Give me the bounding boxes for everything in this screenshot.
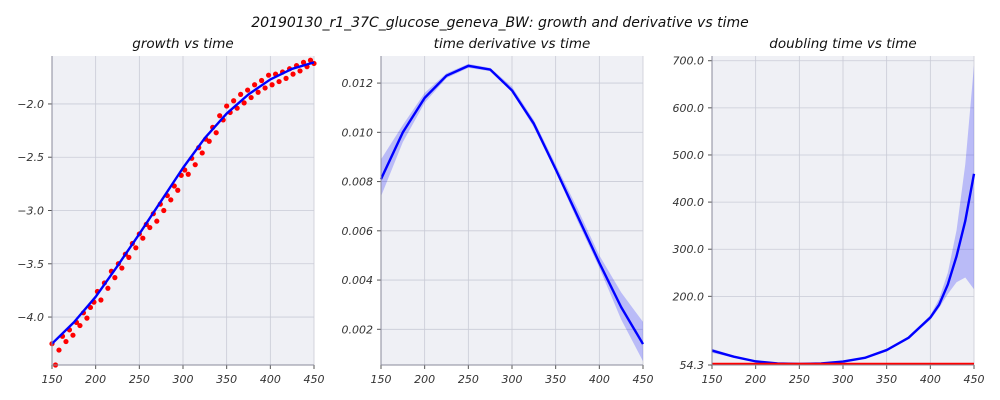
growth-x-tick-label: 400 [260,373,281,386]
growth-data-point [283,75,289,81]
doubling-time-panel-title: doubling time vs time [769,36,916,52]
growth-panel: growth vs time 150 200 250 300 350 400 450 −4.0… [17,36,324,386]
growth-data-point [297,68,303,74]
doubling-time-y-tick-label: 200.0 [673,290,705,303]
growth-data-point [199,150,205,156]
growth-data-point [175,187,181,193]
growth-x-tick-label: 150 [42,373,63,386]
growth-data-point [231,98,237,104]
growth-data-point [133,245,139,251]
doubling-time-x-tick-label: 200 [745,373,766,386]
growth-data-point [168,197,174,203]
growth-data-point [119,265,125,271]
growth-data-point [105,285,111,291]
growth-data-point [245,87,251,93]
growth-y-tick-label: −2.5 [17,151,44,164]
derivative-x-tick-label: 150 [371,373,392,386]
growth-data-point [217,113,223,119]
growth-data-point [154,218,160,224]
growth-data-point [252,82,258,88]
growth-data-point [126,254,132,260]
growth-y-tick-label: −3.0 [17,205,44,218]
growth-y-tick-label: −3.5 [17,258,44,271]
derivative-x-tick-label: 450 [633,373,654,386]
derivative-x-tick-label: 300 [502,373,523,386]
growth-data-point [147,224,153,231]
derivative-panel-title: time derivative vs time [434,36,591,52]
growth-y-tick-label: −2.0 [17,98,44,111]
doubling-time-y-tick-label: 600.0 [673,102,705,115]
derivative-y-tick-label: 0.002 [342,323,374,336]
doubling-time-x-tick-label: 350 [876,373,897,386]
growth-data-point [248,94,254,101]
growth-data-point [56,347,62,353]
growth-data-point [192,162,198,168]
doubling-time-y-tick-label: 54.3 [680,359,705,372]
growth-data-point [63,338,69,345]
doubling-time-x-tick-label: 300 [833,373,854,386]
doubling-time-y-tick-label: 300.0 [673,243,705,256]
growth-data-point [290,71,296,77]
growth-x-tick-label: 300 [173,373,194,386]
doubling-time-x-tick-label: 400 [920,373,941,386]
growth-panel-title: growth vs time [132,36,233,52]
derivative-y-tick-label: 0.008 [342,176,374,189]
growth-data-point [84,315,90,321]
doubling-time-y-tick-label: 500.0 [673,149,705,162]
growth-data-point [112,275,118,281]
derivative-y-tick-label: 0.012 [342,77,374,90]
doubling-time-x-tick-label: 450 [964,373,985,386]
growth-data-point [140,235,146,241]
growth-data-point [276,78,282,85]
doubling-time-y-tick-label: 400.0 [673,196,705,209]
growth-data-point [98,297,104,303]
growth-y-tick-label: −4.0 [17,311,44,324]
growth-data-point [213,130,219,136]
derivative-x-tick-label: 350 [545,373,566,386]
derivative-x-tick-label: 200 [414,373,435,386]
growth-x-tick-label: 200 [85,373,106,386]
growth-data-point [224,103,230,109]
growth-x-tick-label: 450 [304,373,325,386]
doubling-time-x-tick-label: 150 [702,373,723,386]
derivative-y-tick-label: 0.010 [342,126,374,139]
derivative-x-tick-label: 400 [589,373,610,386]
doubling-time-panel: doubling time vs time 150 200 250 300 350 400… [673,36,985,386]
derivative-panel: time derivative vs time 150 200 250 300 350 4… [342,36,654,386]
growth-data-point [238,91,244,97]
growth-data-point [255,89,261,95]
growth-data-point [161,207,167,214]
derivative-x-tick-label: 250 [458,373,479,386]
doubling-time-x-tick-label: 250 [789,373,810,386]
doubling-time-y-tick-label: 700.0 [673,55,705,68]
growth-data-point [206,138,212,144]
growth-x-tick-label: 250 [129,373,150,386]
growth-data-point [307,57,314,63]
growth-data-point [262,85,268,91]
growth-data-point [265,72,272,78]
growth-data-point [185,171,191,177]
growth-x-tick-label: 350 [216,373,237,386]
growth-fit-line [51,61,315,345]
growth-data-point [259,77,265,84]
doubling-time-fit-line [711,173,976,366]
growth-data-point [269,82,275,88]
figure-suptitle: 20190130_r1_37C_glucose_geneva_BW: growt… [251,15,748,31]
derivative-y-tick-label: 0.006 [342,225,374,238]
growth-data-point [70,332,76,338]
derivative-y-tick-label: 0.004 [342,274,374,287]
growth-data-point [241,100,247,106]
growth-data-point [300,59,307,65]
derivative-fit-line [379,64,645,345]
growth-data-point [77,322,83,329]
